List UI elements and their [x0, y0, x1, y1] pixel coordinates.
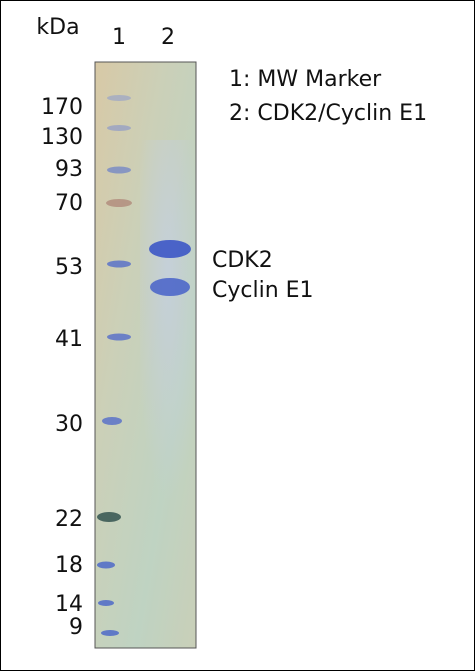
sample-bands	[149, 240, 191, 296]
marker-band	[98, 600, 114, 606]
marker-band	[106, 199, 132, 207]
marker-label: 14	[55, 592, 83, 617]
marker-label: 22	[55, 507, 83, 532]
marker-band	[107, 95, 131, 101]
marker-band	[107, 125, 131, 131]
marker-label: 130	[41, 125, 83, 150]
marker-band	[102, 417, 122, 425]
band-label: Cyclin E1	[212, 278, 314, 303]
marker-band	[107, 260, 131, 268]
unit-label: kDa	[36, 15, 79, 40]
marker-label: 170	[41, 95, 83, 120]
lane-label: 1	[112, 25, 126, 50]
marker-band	[97, 561, 115, 569]
legend-item: 1: MW Marker	[229, 67, 382, 92]
marker-label: 9	[69, 615, 83, 640]
sample-band	[150, 278, 190, 296]
sample-band	[149, 240, 191, 258]
lane-label: 2	[161, 25, 175, 50]
marker-label: 53	[55, 255, 83, 280]
marker-label: 93	[55, 157, 83, 182]
marker-band	[97, 512, 121, 522]
marker-band	[107, 166, 131, 174]
marker-label: 41	[55, 327, 83, 352]
band-label: CDK2	[212, 248, 273, 273]
marker-band	[101, 630, 119, 636]
marker-band	[107, 333, 131, 341]
legend-item: 2: CDK2/Cyclin E1	[229, 101, 427, 126]
marker-bands	[97, 95, 132, 636]
marker-label: 18	[55, 553, 83, 578]
marker-label: 30	[55, 412, 83, 437]
lane-smear	[140, 140, 196, 520]
marker-label: 70	[55, 191, 83, 216]
